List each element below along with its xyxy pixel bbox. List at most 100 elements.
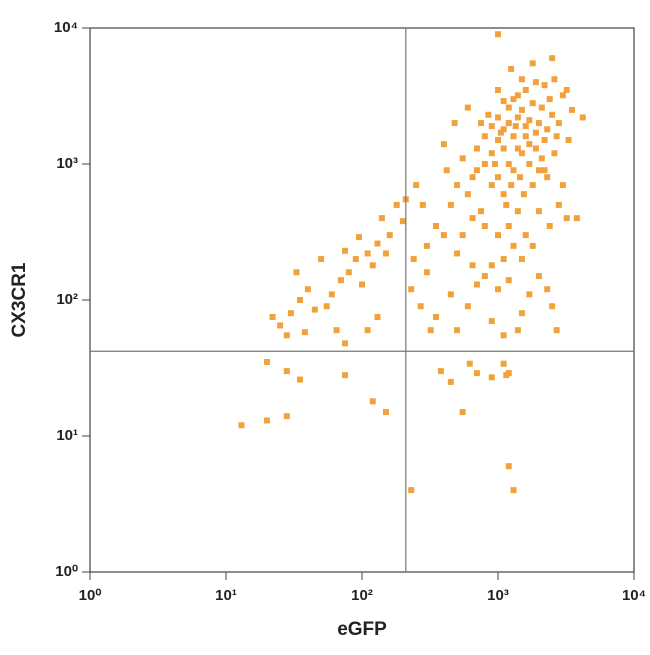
event-point	[451, 120, 458, 127]
y-tick-label: 10²	[56, 291, 78, 308]
event-point	[459, 232, 466, 239]
event-point	[508, 65, 515, 72]
event-point	[488, 123, 495, 130]
event-point	[464, 104, 471, 111]
event-point	[488, 262, 495, 269]
event-point	[440, 141, 447, 148]
y-tick-label: 10⁰	[55, 563, 78, 580]
event-point	[413, 182, 420, 189]
event-point	[287, 310, 294, 317]
y-tick-label: 10¹	[56, 427, 78, 444]
x-tick-label: 10⁰	[79, 587, 102, 604]
event-point	[323, 303, 330, 310]
event-point	[535, 120, 542, 127]
event-point	[500, 98, 507, 105]
x-tick-label: 10¹	[215, 587, 237, 604]
event-point	[263, 359, 270, 366]
event-point	[410, 256, 417, 263]
event-point	[555, 201, 562, 208]
event-point	[549, 303, 556, 310]
event-point	[500, 126, 507, 133]
event-point	[538, 104, 545, 111]
event-point	[481, 133, 488, 140]
event-point	[563, 215, 570, 222]
event-point	[478, 120, 485, 127]
event-point	[495, 232, 501, 239]
event-point	[563, 87, 570, 94]
event-point	[495, 286, 501, 293]
event-point	[473, 167, 480, 174]
event-point	[503, 372, 510, 379]
event-point	[382, 250, 389, 257]
event-point	[269, 313, 276, 320]
x-tick-label: 10⁴	[622, 587, 646, 604]
event-point	[345, 269, 352, 276]
event-point	[364, 327, 371, 334]
event-point	[277, 322, 284, 329]
event-point	[549, 111, 556, 118]
event-point	[559, 182, 566, 189]
event-point	[364, 250, 371, 257]
event-point	[495, 137, 501, 144]
event-point	[544, 174, 551, 181]
event-point	[333, 327, 340, 334]
event-point	[408, 487, 415, 494]
event-point	[514, 145, 521, 152]
event-point	[427, 327, 434, 334]
event-point	[473, 281, 480, 288]
event-point	[423, 269, 430, 276]
event-point	[553, 133, 560, 140]
event-point	[514, 208, 521, 215]
event-point	[500, 145, 507, 152]
event-point	[514, 327, 521, 334]
event-point	[352, 256, 359, 263]
event-point	[443, 167, 450, 174]
event-point	[473, 145, 480, 152]
event-point	[393, 201, 400, 208]
event-point	[293, 269, 300, 276]
event-point	[423, 242, 430, 249]
event-point	[342, 247, 349, 254]
event-point	[510, 242, 517, 249]
event-point	[459, 409, 466, 416]
event-point	[432, 313, 439, 320]
event-point	[505, 223, 512, 230]
event-point	[538, 155, 545, 162]
event-point	[454, 327, 461, 334]
event-point	[355, 234, 362, 241]
event-point	[473, 370, 480, 377]
event-point	[318, 256, 325, 263]
event-point	[296, 376, 303, 383]
event-point	[522, 87, 529, 94]
event-point	[529, 182, 536, 189]
event-point	[505, 120, 512, 127]
event-point	[522, 232, 529, 239]
event-point	[514, 92, 521, 99]
event-point	[488, 150, 495, 157]
event-point	[283, 332, 290, 339]
event-point	[510, 167, 517, 174]
event-point	[532, 145, 539, 152]
event-point	[495, 87, 501, 94]
event-point	[311, 306, 318, 313]
event-point	[454, 182, 461, 189]
y-tick-label: 10³	[56, 155, 78, 172]
event-point	[559, 92, 566, 99]
event-point	[454, 250, 461, 257]
event-point	[553, 327, 560, 334]
event-point	[503, 201, 510, 208]
event-point	[500, 256, 507, 263]
event-point	[432, 223, 439, 230]
event-point	[478, 208, 485, 215]
event-point	[541, 82, 548, 89]
event-point	[437, 368, 444, 375]
event-point	[508, 182, 515, 189]
event-point	[526, 291, 533, 298]
event-point	[546, 96, 553, 103]
event-point	[447, 201, 454, 208]
event-point	[419, 201, 426, 208]
y-tick-label: 10⁴	[54, 19, 78, 36]
event-point	[296, 297, 303, 303]
event-point	[447, 378, 454, 385]
event-point	[500, 332, 507, 339]
